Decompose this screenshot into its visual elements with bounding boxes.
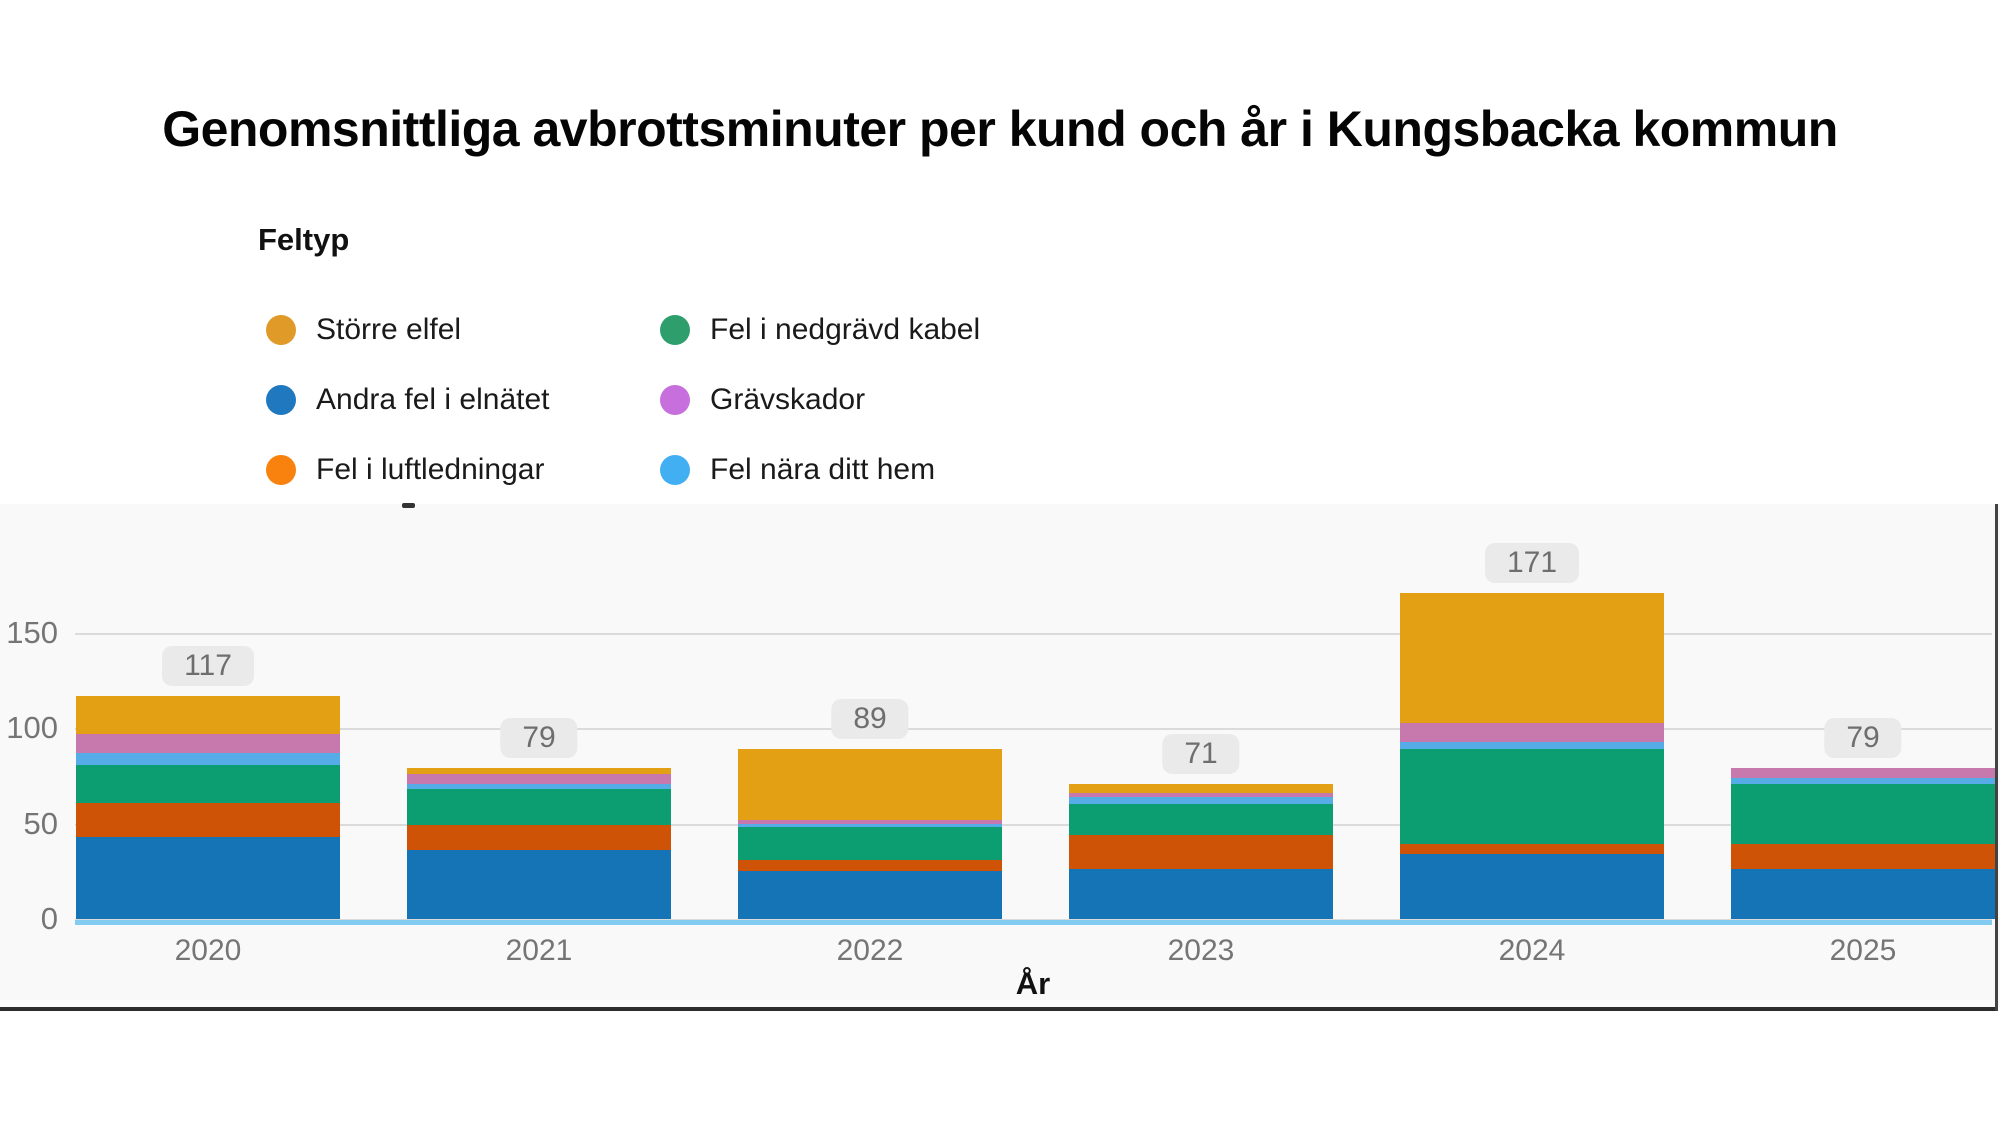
x-tick-label: 2021 [505, 934, 573, 967]
bar-segment[interactable] [738, 871, 1002, 919]
bar-segment[interactable] [1731, 778, 1995, 784]
y-tick-label: 100 [6, 710, 58, 745]
bar-segment[interactable] [1069, 869, 1333, 919]
bar-total-badge: 117 [162, 646, 254, 686]
bar-segment[interactable] [76, 765, 340, 803]
legend-item-label: Större elfel [316, 313, 462, 346]
x-tick-label: 2020 [174, 934, 242, 967]
bar-segment[interactable] [1400, 593, 1664, 723]
bar-segment[interactable] [76, 734, 340, 753]
legend-item-label: Fel i nedgrävd kabel [710, 313, 981, 346]
legend-item-label: Fel i luftledningar [316, 453, 545, 486]
legend-item[interactable]: Grävskador [660, 380, 865, 420]
bar-segment[interactable] [407, 850, 671, 919]
baseline-accent [75, 920, 1992, 925]
legend-dot [660, 315, 690, 345]
y-tick-label: 50 [23, 806, 58, 841]
bar-total-badge: 89 [831, 699, 909, 739]
legend-item[interactable]: Fel i nedgrävd kabel [660, 310, 980, 350]
bar-total-badge: 79 [1824, 718, 1902, 758]
bar-segment[interactable] [1731, 768, 1995, 778]
bar-segment[interactable] [738, 860, 1002, 871]
x-tick-label: 2022 [836, 934, 904, 967]
bar-segment[interactable] [738, 820, 1002, 824]
bar-segment[interactable] [1400, 742, 1664, 749]
bar-segment[interactable] [407, 789, 671, 825]
bar-segment[interactable] [738, 827, 1002, 860]
bar-segment[interactable] [1731, 869, 1995, 919]
panel-bottom-border [0, 1007, 1998, 1011]
legend-item-label: Fel nära ditt hem [710, 453, 936, 486]
legend-item[interactable]: Fel nära ditt hem [660, 450, 935, 490]
x-tick-label: 2024 [1498, 934, 1566, 967]
tick-dash [402, 503, 415, 508]
legend-dot [660, 455, 690, 485]
bar-segment[interactable] [1400, 723, 1664, 742]
legend-item-label: Grävskador [710, 383, 866, 416]
bar-segment[interactable] [407, 774, 671, 784]
bar-segment[interactable] [407, 768, 671, 774]
bar-segment[interactable] [1069, 784, 1333, 793]
legend-title: Feltyp [258, 222, 350, 257]
chart-title: Genomsnittliga avbrottsminuter per kund … [162, 101, 1838, 157]
bar-segment[interactable] [1400, 749, 1664, 844]
x-axis-title: År [1015, 966, 1051, 1001]
panel-right-border [1995, 504, 1998, 1011]
bar-segment[interactable] [1069, 793, 1333, 797]
legend-item-label: Andra fel i elnätet [316, 383, 550, 416]
bar-segment[interactable] [76, 837, 340, 919]
bar-segment[interactable] [76, 803, 340, 837]
legend-item[interactable]: Fel i luftledningar [266, 450, 544, 490]
bar-segment[interactable] [1069, 804, 1333, 835]
bar-segment[interactable] [1400, 844, 1664, 854]
y-tick-label: 150 [6, 615, 58, 650]
bar-total-badge: 71 [1162, 734, 1240, 774]
bar-total-badge: 79 [500, 718, 578, 758]
legend-dot [660, 385, 690, 415]
bar-segment[interactable] [1069, 797, 1333, 804]
gridline-y50 [75, 824, 1992, 826]
gridline-y150 [75, 633, 1992, 635]
bar-segment[interactable] [407, 825, 671, 850]
bar-segment[interactable] [738, 824, 1002, 827]
legend-dot [266, 315, 296, 345]
bar-segment[interactable] [738, 749, 1002, 820]
bar-segment[interactable] [1400, 854, 1664, 919]
bar-segment[interactable] [407, 784, 671, 789]
x-tick-label: 2023 [1167, 934, 1235, 967]
legend-item[interactable]: Andra fel i elnätet [266, 380, 549, 420]
bar-segment[interactable] [1731, 784, 1995, 844]
x-tick-label: 2025 [1829, 934, 1897, 967]
bar-total-badge: 171 [1484, 543, 1580, 583]
legend-item[interactable]: Större elfel [266, 310, 461, 350]
bar-segment[interactable] [76, 753, 340, 765]
bar-segment[interactable] [1069, 835, 1333, 869]
y-tick-label: 0 [40, 901, 58, 936]
bar-segment[interactable] [76, 696, 340, 734]
bar-segment[interactable] [1731, 844, 1995, 869]
gridline-y100 [75, 728, 1992, 730]
legend-dot [266, 455, 296, 485]
legend-dot [266, 385, 296, 415]
